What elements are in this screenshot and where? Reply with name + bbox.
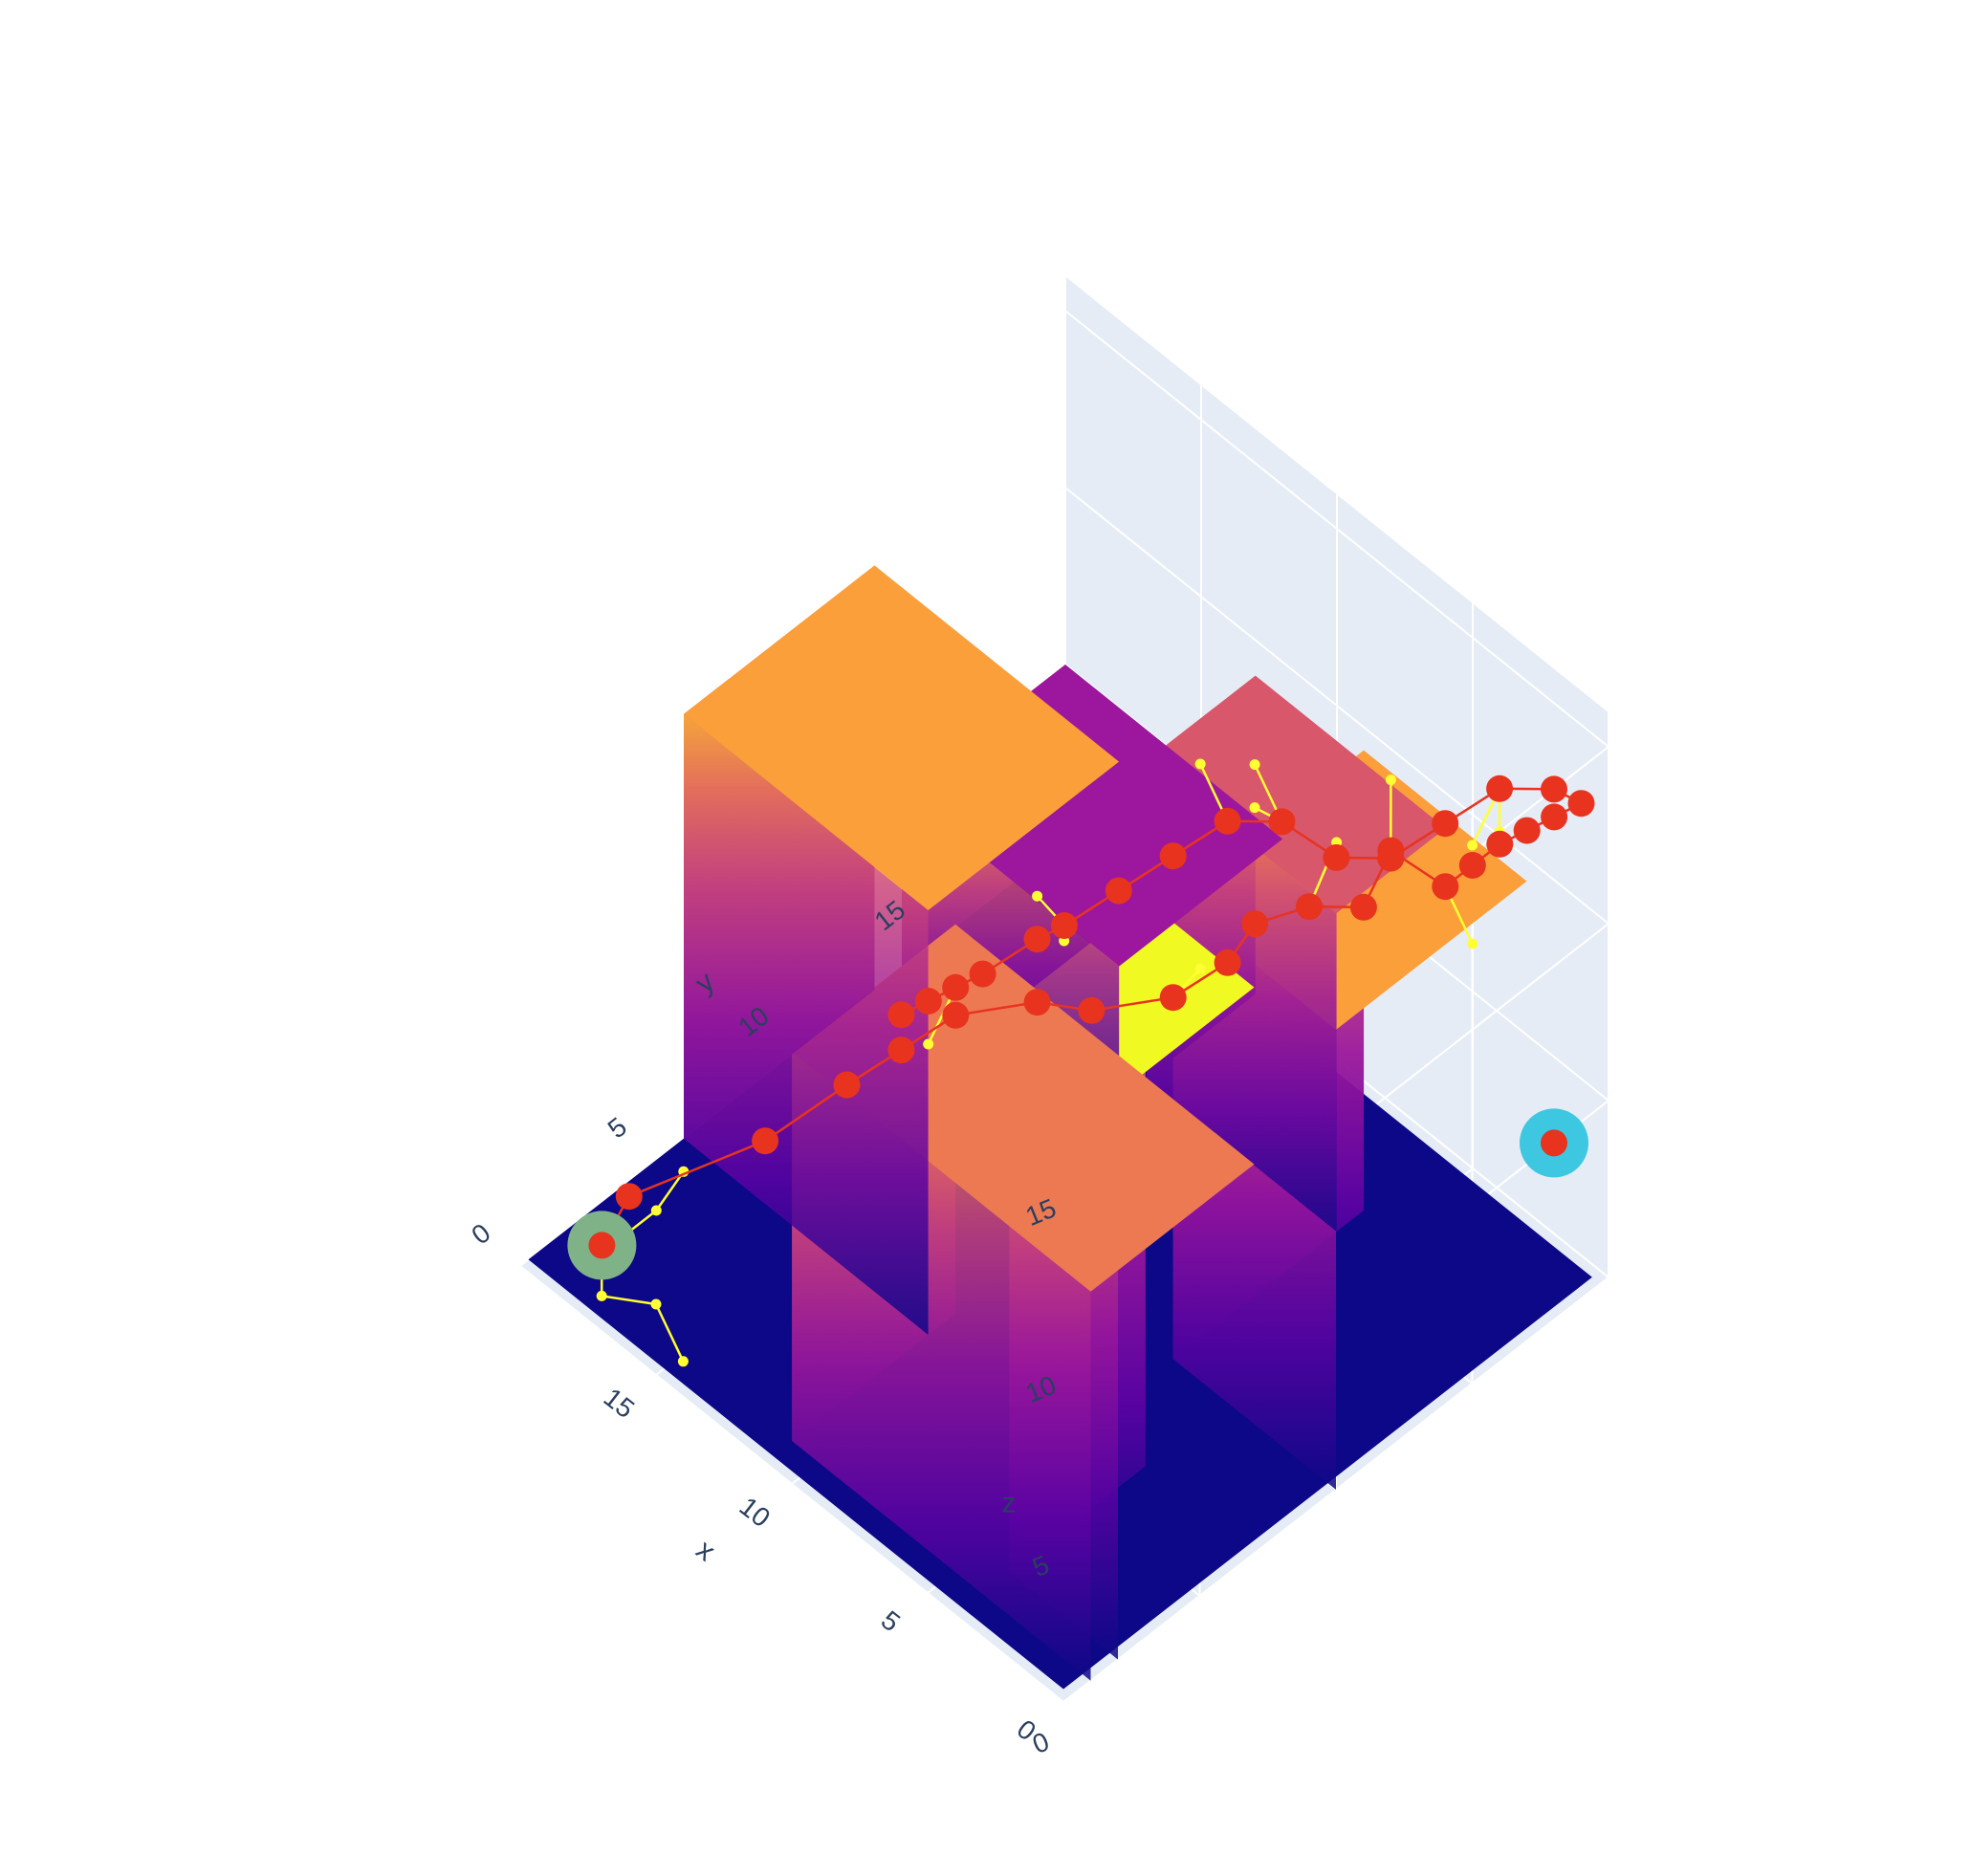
gridline: [1064, 487, 1609, 925]
path-point: [1268, 808, 1296, 836]
path-point: [1432, 810, 1459, 838]
path-point: [1078, 996, 1105, 1024]
path-point: [914, 988, 942, 1014]
tree-node: [1467, 840, 1478, 851]
path-point: [1296, 893, 1323, 921]
y-tick-label: 0: [466, 1217, 495, 1250]
path-point: [1023, 926, 1051, 953]
surface-block: [684, 565, 1120, 1335]
z-axis-title: z: [1001, 1487, 1016, 1518]
path-point: [1486, 774, 1514, 802]
path-point: [1432, 873, 1459, 901]
path-point: [887, 1036, 915, 1064]
tree-node: [1194, 758, 1206, 770]
path-point: [1214, 807, 1241, 835]
path-point: [1241, 910, 1269, 938]
path-point: [1486, 830, 1514, 858]
x-tick-label: 10: [734, 1492, 777, 1534]
path-point: [1377, 844, 1405, 872]
z-tick-label: 0: [1028, 1727, 1053, 1760]
tree-edge: [654, 1303, 685, 1363]
path-point: [1159, 842, 1187, 870]
gridline: [1064, 310, 1609, 748]
path-point: [615, 1183, 643, 1211]
tree-node: [1194, 963, 1206, 974]
tree-node: [923, 1038, 934, 1050]
x-axis-title: x: [690, 1534, 721, 1567]
block-face-front-y: [684, 713, 929, 1335]
endpoint-markers: [567, 1108, 1588, 1280]
path-point: [1023, 989, 1051, 1016]
tree-node: [1249, 802, 1260, 814]
tree-node: [1385, 774, 1396, 786]
path-point: [942, 1001, 970, 1029]
path-point: [1567, 790, 1595, 818]
path-point: [1105, 877, 1132, 905]
path-point: [1214, 949, 1241, 976]
tree-node: [677, 1356, 689, 1367]
path-point: [969, 960, 996, 988]
tree-edge: [655, 1170, 685, 1211]
path-point: [1349, 893, 1377, 921]
path-point: [942, 973, 970, 1001]
path-point: [1159, 984, 1187, 1012]
x-tick-label: 5: [876, 1604, 906, 1637]
y-tick-label: 5: [602, 1111, 632, 1144]
goal-marker-dot: [1541, 1129, 1567, 1157]
tree-node: [1249, 759, 1260, 771]
path-point: [752, 1127, 779, 1155]
tree-node: [1032, 890, 1043, 902]
path-point: [833, 1071, 861, 1099]
solution-path: [588, 774, 1595, 1259]
path-point: [1458, 852, 1486, 879]
tree-node: [1467, 938, 1478, 949]
tree-edge: [602, 1295, 657, 1306]
path-point: [887, 1001, 915, 1029]
block-top: [1146, 675, 1446, 913]
path-point: [1513, 817, 1541, 844]
block-top: [684, 565, 1120, 910]
start-marker-dot: [588, 1232, 616, 1259]
path-point: [1050, 912, 1078, 939]
path-point: [1541, 775, 1567, 803]
path-point: [1541, 803, 1568, 831]
path-point: [1323, 844, 1350, 871]
x-tick-label: 15: [599, 1383, 641, 1425]
